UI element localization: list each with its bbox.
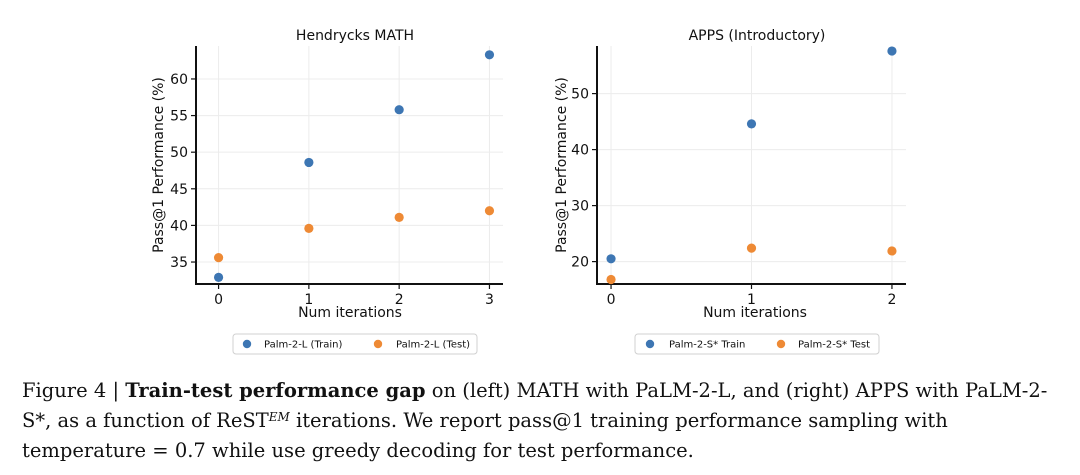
chart-panel-2: 20 30 40 50 0 1 2 APPS (Introductory) Num iterat… <box>554 28 906 355</box>
x-tick-label: 2 <box>395 292 404 308</box>
data-point-test <box>484 206 495 216</box>
caption-text-1: on (left) MATH with PaLM-2-L, and (right… <box>22 379 1048 432</box>
y-tick-label: 45 <box>170 182 188 198</box>
x-tick-label: 0 <box>607 292 616 308</box>
legend-label: Palm-2-S* Test <box>798 340 870 351</box>
legend-marker <box>645 339 655 349</box>
y-axis-label: Pass@1 Performance (%) <box>151 77 167 253</box>
x-tick-label: 3 <box>485 292 494 308</box>
legend-marker <box>242 339 252 349</box>
legend-label: Palm-2-S* Train <box>669 340 745 351</box>
x-tick-label: 1 <box>747 292 756 308</box>
legend-label: Palm-2-L (Test) <box>396 340 470 351</box>
y-tick-label: 40 <box>571 143 589 159</box>
x-tick-label: 2 <box>887 292 896 308</box>
y-tick-label: 20 <box>571 255 589 271</box>
data-point-test <box>304 223 314 233</box>
caption-text-2: iterations. We report pass@1 training pe… <box>22 409 948 462</box>
y-tick-label: 35 <box>170 255 188 271</box>
y-axis-label: Pass@1 Performance (%) <box>554 77 570 253</box>
caption-superscript: EM <box>268 410 290 424</box>
y-tick-label: 40 <box>170 218 188 234</box>
legend-label: Palm-2-L (Train) <box>264 340 342 351</box>
y-tick-label: 55 <box>170 109 188 125</box>
caption-bold: Train-test performance gap <box>125 379 426 402</box>
data-point-train <box>484 50 495 60</box>
y-tick-label: 60 <box>170 72 188 88</box>
data-point-test <box>746 243 757 253</box>
data-point-train <box>394 105 404 115</box>
legend-marker <box>373 339 383 349</box>
chart-title: APPS (Introductory) <box>689 28 826 44</box>
data-point-test <box>887 246 897 256</box>
figure: 35 40 45 50 55 60 0 1 2 3 Hendrycks MATH Num iterat… <box>151 28 906 355</box>
data-point-train <box>606 254 616 264</box>
x-axis-label: Num iterations <box>703 305 807 321</box>
x-tick-label: 0 <box>214 292 223 308</box>
x-tick-label: 1 <box>304 292 313 308</box>
figure-caption: Figure 4 | Train-test performance gap on… <box>22 376 1062 466</box>
data-point-train <box>304 157 314 168</box>
caption-label: Figure 4 | <box>22 379 126 402</box>
data-point-test <box>213 253 224 263</box>
data-point-train <box>213 272 224 283</box>
y-tick-label: 50 <box>170 145 188 161</box>
chart-panel-1: 35 40 45 50 55 60 0 1 2 3 Hendrycks MATH Num iterat… <box>151 28 503 355</box>
x-axis-label: Num iterations <box>298 305 402 321</box>
data-point-train <box>746 119 757 129</box>
y-tick-label: 50 <box>571 87 589 103</box>
legend-marker <box>776 339 786 349</box>
data-point-train <box>887 46 897 56</box>
y-tick-label: 30 <box>571 199 589 215</box>
legend-box <box>634 333 880 355</box>
data-point-test <box>394 212 404 222</box>
chart-title: Hendrycks MATH <box>296 28 414 44</box>
data-point-test <box>606 274 616 285</box>
legend-box <box>232 333 478 355</box>
